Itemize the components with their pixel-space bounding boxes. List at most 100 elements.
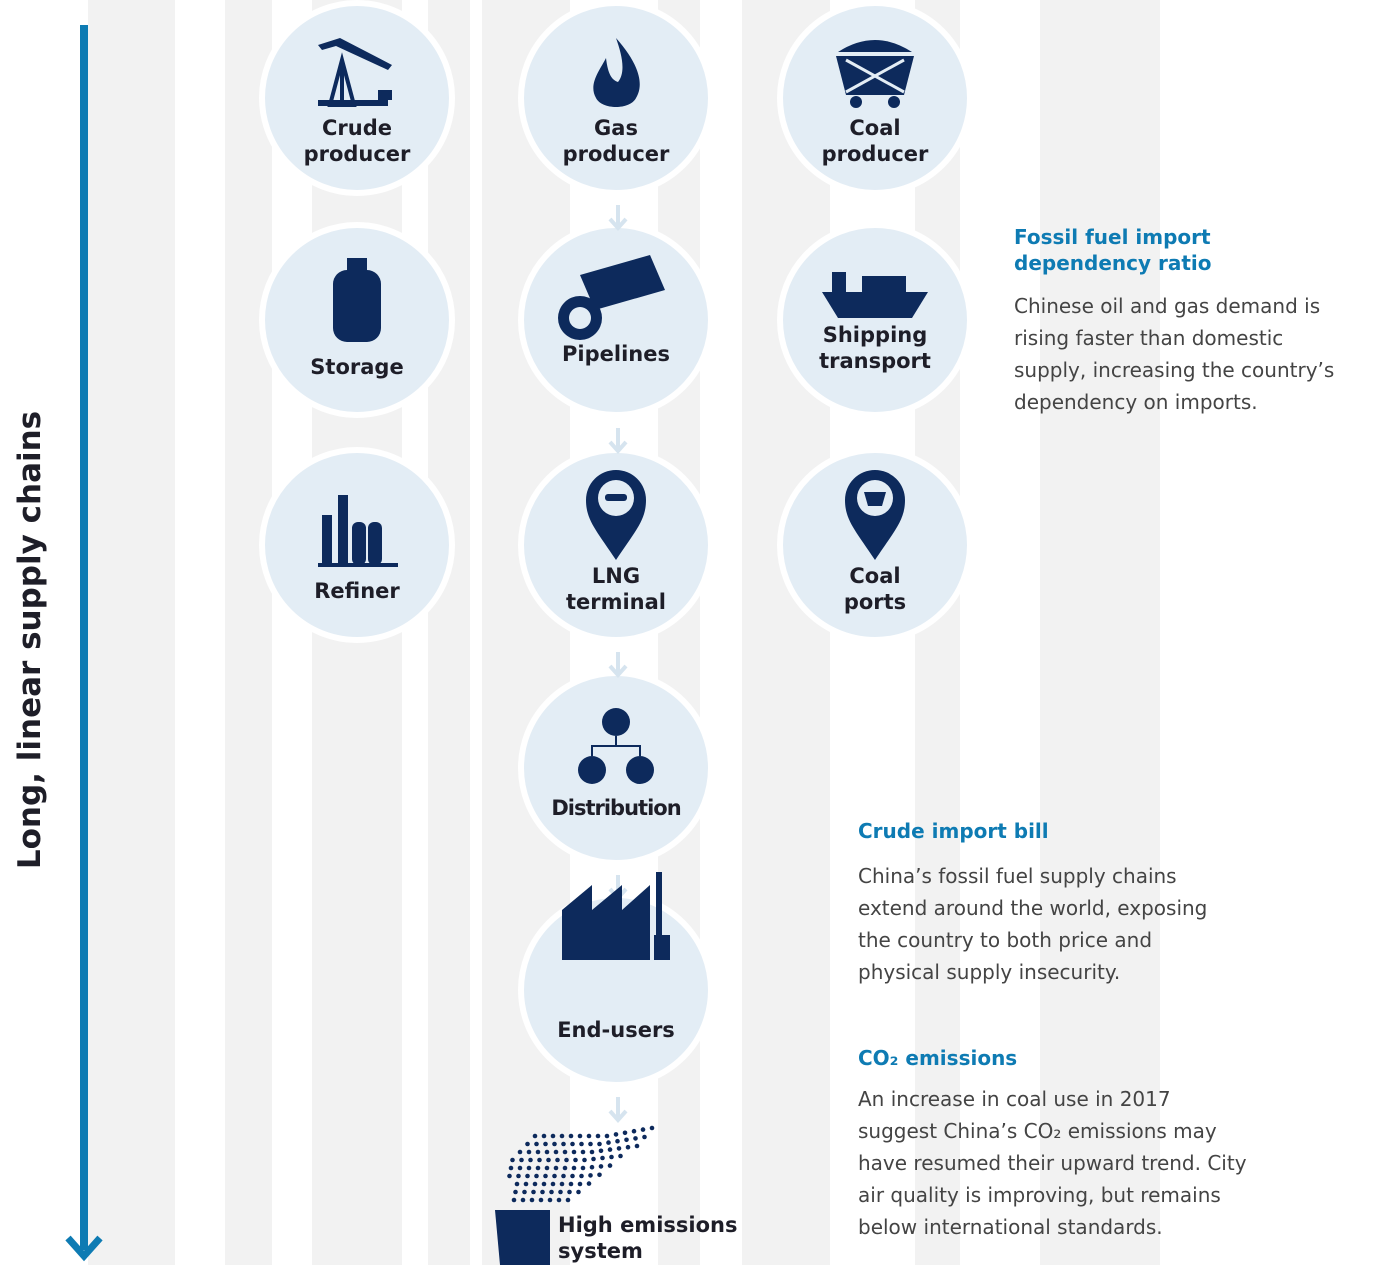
node-label: producer [821,142,929,166]
node-label: terminal [565,590,667,614]
note-title: Crude import bill [858,819,1049,843]
note-body: An increase in coal use in 2017 [858,1087,1171,1111]
dot [588,1173,593,1178]
emission-dots [507,1125,655,1203]
icons [318,38,928,1265]
dot [546,1157,551,1163]
node-label: producer [303,142,411,166]
node-label: Coal [849,564,901,588]
note-title: CO₂ emissions [858,1046,1018,1070]
dot [517,1165,523,1171]
dot [597,1141,602,1147]
dot [565,1197,571,1203]
dot [537,1157,542,1163]
dot [625,1144,631,1150]
note-title: dependency ratio [1014,251,1212,275]
flow-arrow-head [608,217,628,232]
dot [550,1181,556,1187]
node-label: Coal [849,116,901,140]
dot [591,1156,596,1162]
dot [582,1157,587,1163]
dot [555,1157,560,1163]
side-label: Long, linear supply chains [12,410,48,870]
dot [523,1181,529,1187]
dot [589,1164,595,1170]
dot [549,1189,554,1195]
node-label: producer [562,142,670,166]
dot [609,1154,614,1160]
node-label: ports [843,590,907,614]
dot [543,1141,548,1147]
note-body: Chinese oil and gas demand is [1014,294,1321,318]
dot [579,1173,584,1179]
dot [573,1157,578,1163]
note-body: the country to both price and [858,928,1153,952]
node-label: transport [819,349,931,373]
node-label: Crude [322,116,392,140]
dot [552,1141,557,1147]
dot [640,1127,646,1132]
node-label: Pipelines [562,342,670,366]
node-label: LNG [591,564,641,588]
dot [516,1173,521,1179]
dot [589,1149,595,1155]
dot [571,1149,577,1155]
dot [604,1133,610,1139]
dot [580,1165,586,1171]
dot [564,1157,569,1163]
node-label: system [558,1239,643,1263]
dot [562,1149,568,1155]
note-body: have resumed their upward trend. City [858,1151,1247,1175]
dot [559,1133,565,1139]
dot [559,1181,565,1187]
dot [562,1165,568,1171]
dot [538,1197,544,1203]
dot [622,1130,628,1136]
dot [507,1173,512,1179]
dot [528,1157,533,1163]
dot [534,1173,539,1179]
dot [534,1141,539,1147]
node-label: Shipping [822,323,928,347]
dot [529,1197,535,1203]
dot [561,1141,566,1147]
dot [598,1164,604,1169]
dot [525,1141,530,1147]
dot [520,1197,526,1203]
dot [544,1165,550,1171]
note-body: physical supply insecurity. [858,960,1121,984]
node-circle [259,0,455,196]
dot [597,1172,602,1178]
dot [532,1181,538,1187]
dot [600,1155,605,1161]
flow-arrow-head [608,664,628,679]
dot [568,1133,574,1139]
dot [606,1140,611,1145]
dot [531,1189,536,1195]
dot [541,1181,547,1187]
dot [519,1157,524,1163]
note-body: air quality is improving, but remains [858,1183,1221,1207]
dot [642,1134,647,1140]
dot [567,1189,572,1195]
dot [510,1157,515,1163]
dot [550,1133,556,1139]
dot [522,1189,527,1195]
dot [535,1165,541,1171]
dot [570,1173,575,1179]
dot [543,1173,548,1179]
node-circle [777,0,973,196]
dot [514,1181,520,1187]
flow-arrow-head [608,1109,628,1124]
node-label: High emissions [558,1213,738,1237]
dot [577,1181,583,1187]
dot [624,1137,629,1143]
dot [607,1163,613,1168]
node-label: End-users [557,1018,675,1042]
note-body: dependency on imports. [1014,390,1258,414]
dot [517,1149,523,1155]
side-arrow [65,25,103,1262]
dot [631,1128,637,1134]
